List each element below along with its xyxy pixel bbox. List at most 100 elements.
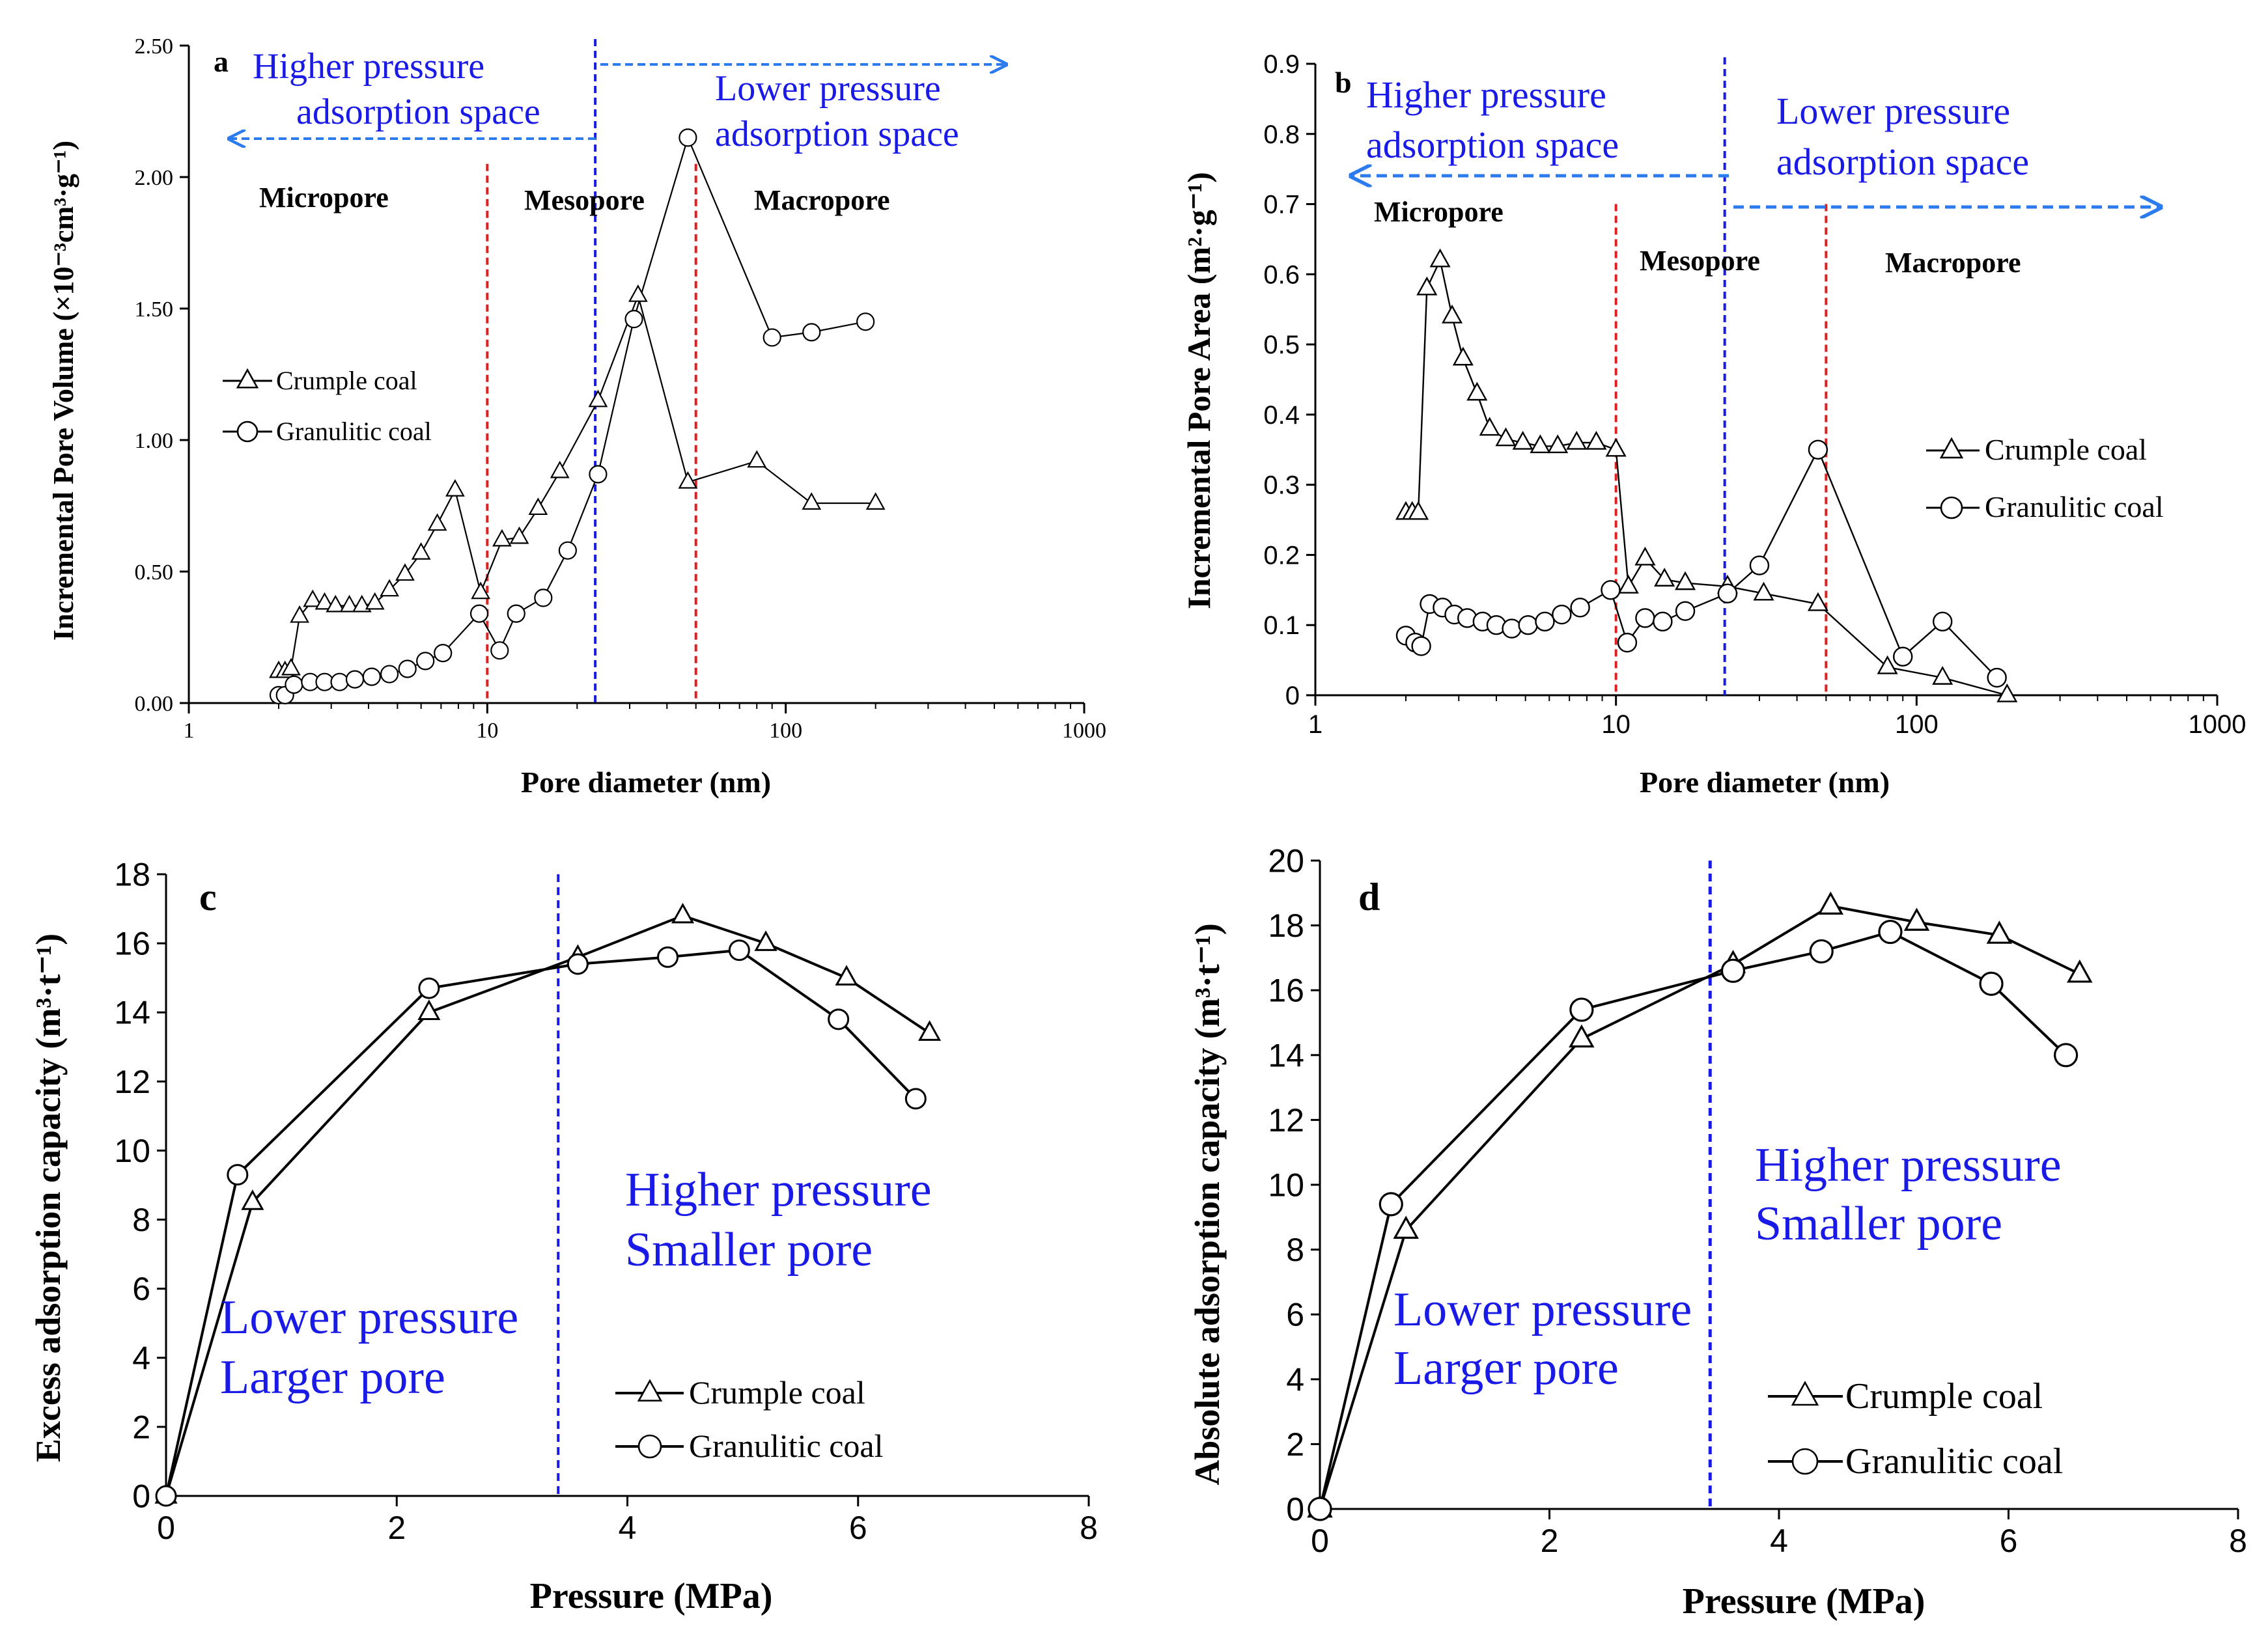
- panel-b-circle-point: [1987, 667, 2007, 688]
- panel-d-right-text-line2: Smaller pore: [1755, 1197, 2002, 1251]
- panel-d-ytick-label: 16: [1268, 973, 1304, 1009]
- panel-a-macropore-label: Macropore: [754, 184, 890, 216]
- panel-a-triangle-point: [365, 592, 385, 610]
- panel-d-series: [1307, 891, 2093, 1521]
- panel-d: 0 2 4 6 8 10 12 14 16 18 20 0 2 4 6 8 d Higher pressure…: [1188, 843, 2247, 1622]
- panel-a-xtick-label: 1: [184, 719, 195, 743]
- panel-b-circle-point: [1893, 646, 1913, 667]
- panel-b-xtick-label: 100: [1895, 710, 1939, 739]
- panel-d-right-text-line1: Higher pressure: [1755, 1139, 2062, 1192]
- panel-b-triangle-point: [1996, 683, 2018, 702]
- panel-c-xtick-label: 4: [619, 1510, 637, 1546]
- panel-a-triangle-point: [492, 529, 512, 547]
- panel-c-legend-crumple-marker: [615, 1379, 684, 1402]
- panel-b-circle-point: [1552, 604, 1572, 625]
- panel-c-circle-point: [418, 977, 440, 999]
- legend-circle-symbol: [637, 1434, 662, 1459]
- panel-c-axes: [157, 873, 1090, 1506]
- panel-a-circle-point: [416, 652, 435, 670]
- panel-b-legend-granulitic-label: Granulitic coal: [1985, 490, 2164, 523]
- panel-c-right-text-line1: Higher pressure: [625, 1163, 932, 1217]
- panel-d-triangle-point: [2067, 960, 2093, 983]
- panel-b-triangle-point: [1877, 655, 1898, 674]
- panel-b-circle-point: [1675, 601, 1696, 621]
- panel-d-xtick-label: 2: [1541, 1523, 1559, 1559]
- panel-c-circle-point: [656, 946, 679, 968]
- panel-a-series-triangle-line: [279, 293, 876, 672]
- panel-a-circle-point: [285, 675, 303, 694]
- panel-b-triangle-point: [1452, 346, 1474, 366]
- panel-d-circle-point: [1878, 919, 1903, 945]
- panel-a-triangle-point: [865, 492, 886, 510]
- panel-a-triangle-point: [802, 492, 822, 510]
- panel-c-triangle-point: [918, 1020, 942, 1041]
- panel-a-triangle-point: [411, 542, 431, 560]
- panel-a-xlabel: Pore diameter (nm): [521, 766, 771, 799]
- panel-d-legend: Crumple coal Granulitic coal: [1768, 1376, 2063, 1482]
- panel-a-circle-point: [434, 644, 453, 663]
- panel-d-xtick-label: 8: [2229, 1523, 2247, 1559]
- panel-d-circle-point: [1979, 971, 2004, 996]
- panel-b-ytick-label: 0.6: [1263, 260, 1300, 289]
- panel-b-axes: [1306, 62, 2219, 706]
- panel-a-circle-point: [679, 128, 697, 147]
- panel-c-left-text-line1: Lower pressure: [220, 1291, 518, 1344]
- panel-c-ytick-label: 8: [132, 1202, 150, 1238]
- panel-a-xtick-label: 10: [476, 719, 498, 743]
- panel-a-legend-granulitic-label: Granulitic coal: [276, 417, 432, 446]
- panel-a-circle-point: [558, 541, 577, 560]
- panel-b-micropore-label: Micropore: [1374, 196, 1504, 228]
- panel-a-circle-point: [534, 588, 553, 607]
- panel-a: 0.00 0.50 1.00 1.50 2.00 2.50 1 10 100 1000 a Hig…: [48, 35, 1106, 799]
- panel-b-triangle-point: [1429, 248, 1451, 268]
- panel-b-circle-point: [1570, 598, 1590, 618]
- panel-c-circle-point: [155, 1485, 177, 1507]
- panel-d-triangle-point: [1986, 920, 2013, 944]
- panel-d-ytick-label: 18: [1268, 907, 1304, 944]
- panel-d-circle-point: [2054, 1043, 2079, 1068]
- panel-b-xtick-label: 10: [1601, 710, 1631, 739]
- panel-c-ytick-label: 14: [114, 995, 150, 1031]
- panel-c-circle-point: [567, 953, 589, 975]
- panel-a-series: [269, 128, 886, 704]
- panel-c-ticklabels: 0 2 4 6 8 10 12 14 16 18 0 2 4 6 8: [114, 857, 1098, 1547]
- panel-a-ytick-label: 0.00: [135, 692, 174, 716]
- panel-b-ticklabels: 0 0.1 0.2 0.3 0.4 0.5 0.6 0.7 0.8 0.9 1 10 100 1000: [1263, 50, 2246, 739]
- legend-triangle-symbol: [637, 1379, 663, 1402]
- panel-a-ytick-label: 2.00: [135, 166, 174, 190]
- panel-b-mesopore-label: Mesopore: [1640, 245, 1760, 277]
- panel-c-left-text-line2: Larger pore: [220, 1351, 445, 1404]
- panel-b-ytick-label: 0.2: [1263, 541, 1300, 570]
- legend-triangle-symbol: [236, 368, 259, 389]
- panel-d-triangle-point: [1569, 1024, 1595, 1048]
- panel-a-circle-point: [345, 670, 365, 689]
- panel-a-legend-granulitic-marker: [223, 421, 272, 443]
- panel-d-ytick-label: 10: [1268, 1167, 1304, 1204]
- panel-d-ytick-label: 4: [1286, 1361, 1304, 1398]
- panel-a-left-space-line2: adsorption space: [296, 92, 540, 132]
- panel-a-right-space-line2: adsorption space: [715, 114, 959, 154]
- panel-d-legend-granulitic-marker: [1768, 1448, 1843, 1475]
- panel-b-right-space-line1: Lower pressure: [1776, 90, 2010, 132]
- panel-b-triangle-point: [1932, 665, 1953, 685]
- panel-c-ytick-label: 2: [132, 1409, 150, 1445]
- legend-circle-symbol: [1791, 1448, 1819, 1475]
- panel-d-left-text-line1: Lower pressure: [1393, 1283, 1692, 1336]
- panel-b-ytick-label: 0.5: [1263, 331, 1300, 359]
- panel-c-series: [154, 902, 942, 1507]
- panel-a-triangle-point: [509, 526, 529, 544]
- panel-a-circle-point: [802, 323, 821, 342]
- panel-d-triangle-point: [1903, 907, 1930, 931]
- panel-b-circle-point: [1933, 611, 1953, 632]
- panel-a-axes: [180, 44, 1085, 713]
- panel-b-triangle-point: [1512, 430, 1533, 450]
- panel-b: 0 0.1 0.2 0.3 0.4 0.5 0.6 0.7 0.8 0.9 1 10 100 1000 b…: [1181, 50, 2246, 799]
- panel-a-triangle-point: [352, 594, 372, 613]
- panel-c-series-circle-line: [165, 948, 917, 1497]
- panel-b-triangle-point: [1479, 417, 1500, 436]
- panel-c-ytick-label: 4: [132, 1340, 150, 1376]
- panel-c-circle-point: [904, 1088, 927, 1110]
- panel-d-triangle-point: [1817, 891, 1844, 915]
- panel-d-circle-point: [1720, 958, 1746, 983]
- panel-a-micropore-label: Micropore: [259, 182, 389, 214]
